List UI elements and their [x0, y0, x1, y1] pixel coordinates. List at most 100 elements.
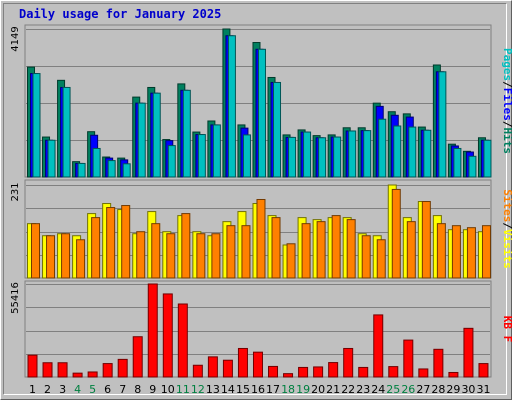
bar-pages-day-5: [92, 147, 101, 178]
bar-sites-day-14: [226, 225, 236, 279]
bar-kbytes-day-13: [207, 356, 218, 378]
bar-kbytes-day-16: [252, 351, 263, 378]
bar-sites-day-16: [256, 198, 266, 279]
bar-pages-day-25: [393, 125, 402, 178]
bar-sites-day-6: [106, 207, 116, 279]
x-tick-label: 26: [401, 383, 415, 396]
bar-pages-day-15: [242, 134, 251, 178]
bar-pages-day-26: [408, 126, 417, 178]
bar-pages-day-7: [122, 163, 131, 178]
x-tick-label: 18: [281, 383, 295, 396]
bar-sites-day-28: [436, 223, 446, 279]
bar-pages-day-12: [197, 134, 206, 178]
bar-sites-day-1: [31, 223, 40, 279]
bar-sites-day-19: [301, 223, 311, 279]
bar-kbytes-day-2: [42, 362, 53, 378]
bar-kbytes-day-12: [192, 364, 203, 378]
chart-title: Daily usage for January 2025: [19, 7, 222, 21]
panel-hits-files-pages-ymax-label: 4149: [10, 26, 21, 51]
bar-pages-day-13: [212, 124, 221, 178]
bar-sites-day-7: [121, 205, 131, 279]
bar-sites-day-2: [46, 235, 56, 279]
bar-pages-day-4: [77, 162, 86, 178]
legend-hits: Hits: [501, 128, 512, 155]
bar-sites-day-25: [391, 188, 401, 279]
x-tick-label: 3: [59, 383, 66, 396]
x-tick-label: 19: [296, 383, 310, 396]
bar-pages-day-24: [378, 118, 387, 178]
panel-visits-sites-ymax-label: 231: [10, 182, 21, 201]
bar-kbytes-day-28: [433, 348, 444, 378]
x-tick-label: 7: [119, 383, 126, 396]
bar-kbytes-day-10: [162, 293, 173, 378]
bar-pages-day-3: [62, 86, 71, 178]
bar-kbytes-day-1: [27, 354, 38, 378]
bar-pages-day-8: [137, 102, 146, 178]
bar-pages-day-23: [363, 130, 372, 178]
bar-pages-day-17: [273, 81, 282, 178]
x-tick-label: 21: [326, 383, 340, 396]
legend-separator: /: [501, 81, 512, 88]
bar-sites-day-26: [406, 221, 416, 279]
bar-kbytes-day-27: [418, 368, 429, 378]
x-tick-label: 15: [236, 383, 250, 396]
bar-sites-day-8: [136, 231, 146, 279]
bar-pages-day-19: [303, 131, 312, 178]
bar-pages-day-10: [167, 145, 176, 178]
bar-sites-day-27: [421, 201, 431, 279]
bar-sites-day-22: [346, 219, 356, 279]
x-tick-label: 4: [74, 383, 81, 396]
bar-kbytes-day-29: [448, 371, 459, 378]
bar-pages-day-6: [107, 160, 116, 178]
bar-kbytes-day-5: [87, 371, 98, 378]
bar-pages-day-22: [348, 130, 357, 178]
x-tick-label: 12: [191, 383, 205, 396]
bar-kbytes-day-22: [343, 347, 354, 378]
chart-inner-border: [3, 3, 507, 395]
bar-sites-day-3: [61, 233, 71, 279]
x-tick-label: 11: [176, 383, 190, 396]
x-tick-label: 20: [311, 383, 325, 396]
x-tick-label: 25: [386, 383, 400, 396]
x-tick-label: 30: [461, 383, 475, 396]
bar-pages-day-20: [318, 137, 327, 178]
bar-sites-day-21: [331, 215, 341, 279]
legend-files: Files: [501, 88, 512, 121]
bar-pages-day-30: [468, 155, 477, 178]
bar-kbytes-day-8: [132, 336, 143, 378]
bar-kbytes-day-17: [268, 365, 279, 378]
x-tick-label: 31: [476, 383, 490, 396]
x-tick-label: 22: [341, 383, 355, 396]
bar-sites-day-9: [151, 223, 161, 279]
bar-sites-day-29: [451, 225, 461, 279]
x-tick-label: 27: [416, 383, 430, 396]
bar-sites-day-12: [196, 233, 206, 279]
x-tick-label: 13: [206, 383, 220, 396]
bar-sites-day-30: [466, 227, 476, 279]
bar-kbytes-day-31: [478, 363, 489, 378]
panel-hits-files-pages-legend: Pages/Files/Hits: [501, 48, 512, 154]
bar-sites-day-31: [481, 225, 491, 279]
x-tick-label: 10: [161, 383, 175, 396]
x-tick-label: 8: [134, 383, 141, 396]
bar-sites-day-23: [361, 235, 371, 279]
x-tick-label: 23: [356, 383, 370, 396]
bar-pages-day-21: [333, 136, 342, 178]
legend-sites: Sites: [501, 189, 512, 222]
x-tick-label: 16: [251, 383, 265, 396]
bar-kbytes-day-24: [373, 314, 384, 378]
bar-pages-day-18: [288, 136, 297, 178]
legend-separator: /: [501, 121, 512, 128]
x-tick-label: 29: [446, 383, 460, 396]
x-tick-label: 6: [104, 383, 111, 396]
x-tick-label: 9: [149, 383, 156, 396]
bar-kbytes-day-3: [57, 362, 68, 378]
bar-sites-day-10: [166, 233, 176, 279]
bar-pages-day-1: [32, 73, 41, 178]
x-tick-label: 1: [29, 383, 36, 396]
bar-kbytes-day-4: [72, 372, 83, 378]
bar-kbytes-day-23: [358, 366, 369, 378]
x-tick-label: 14: [221, 383, 235, 396]
bar-kbytes-day-26: [403, 339, 414, 378]
